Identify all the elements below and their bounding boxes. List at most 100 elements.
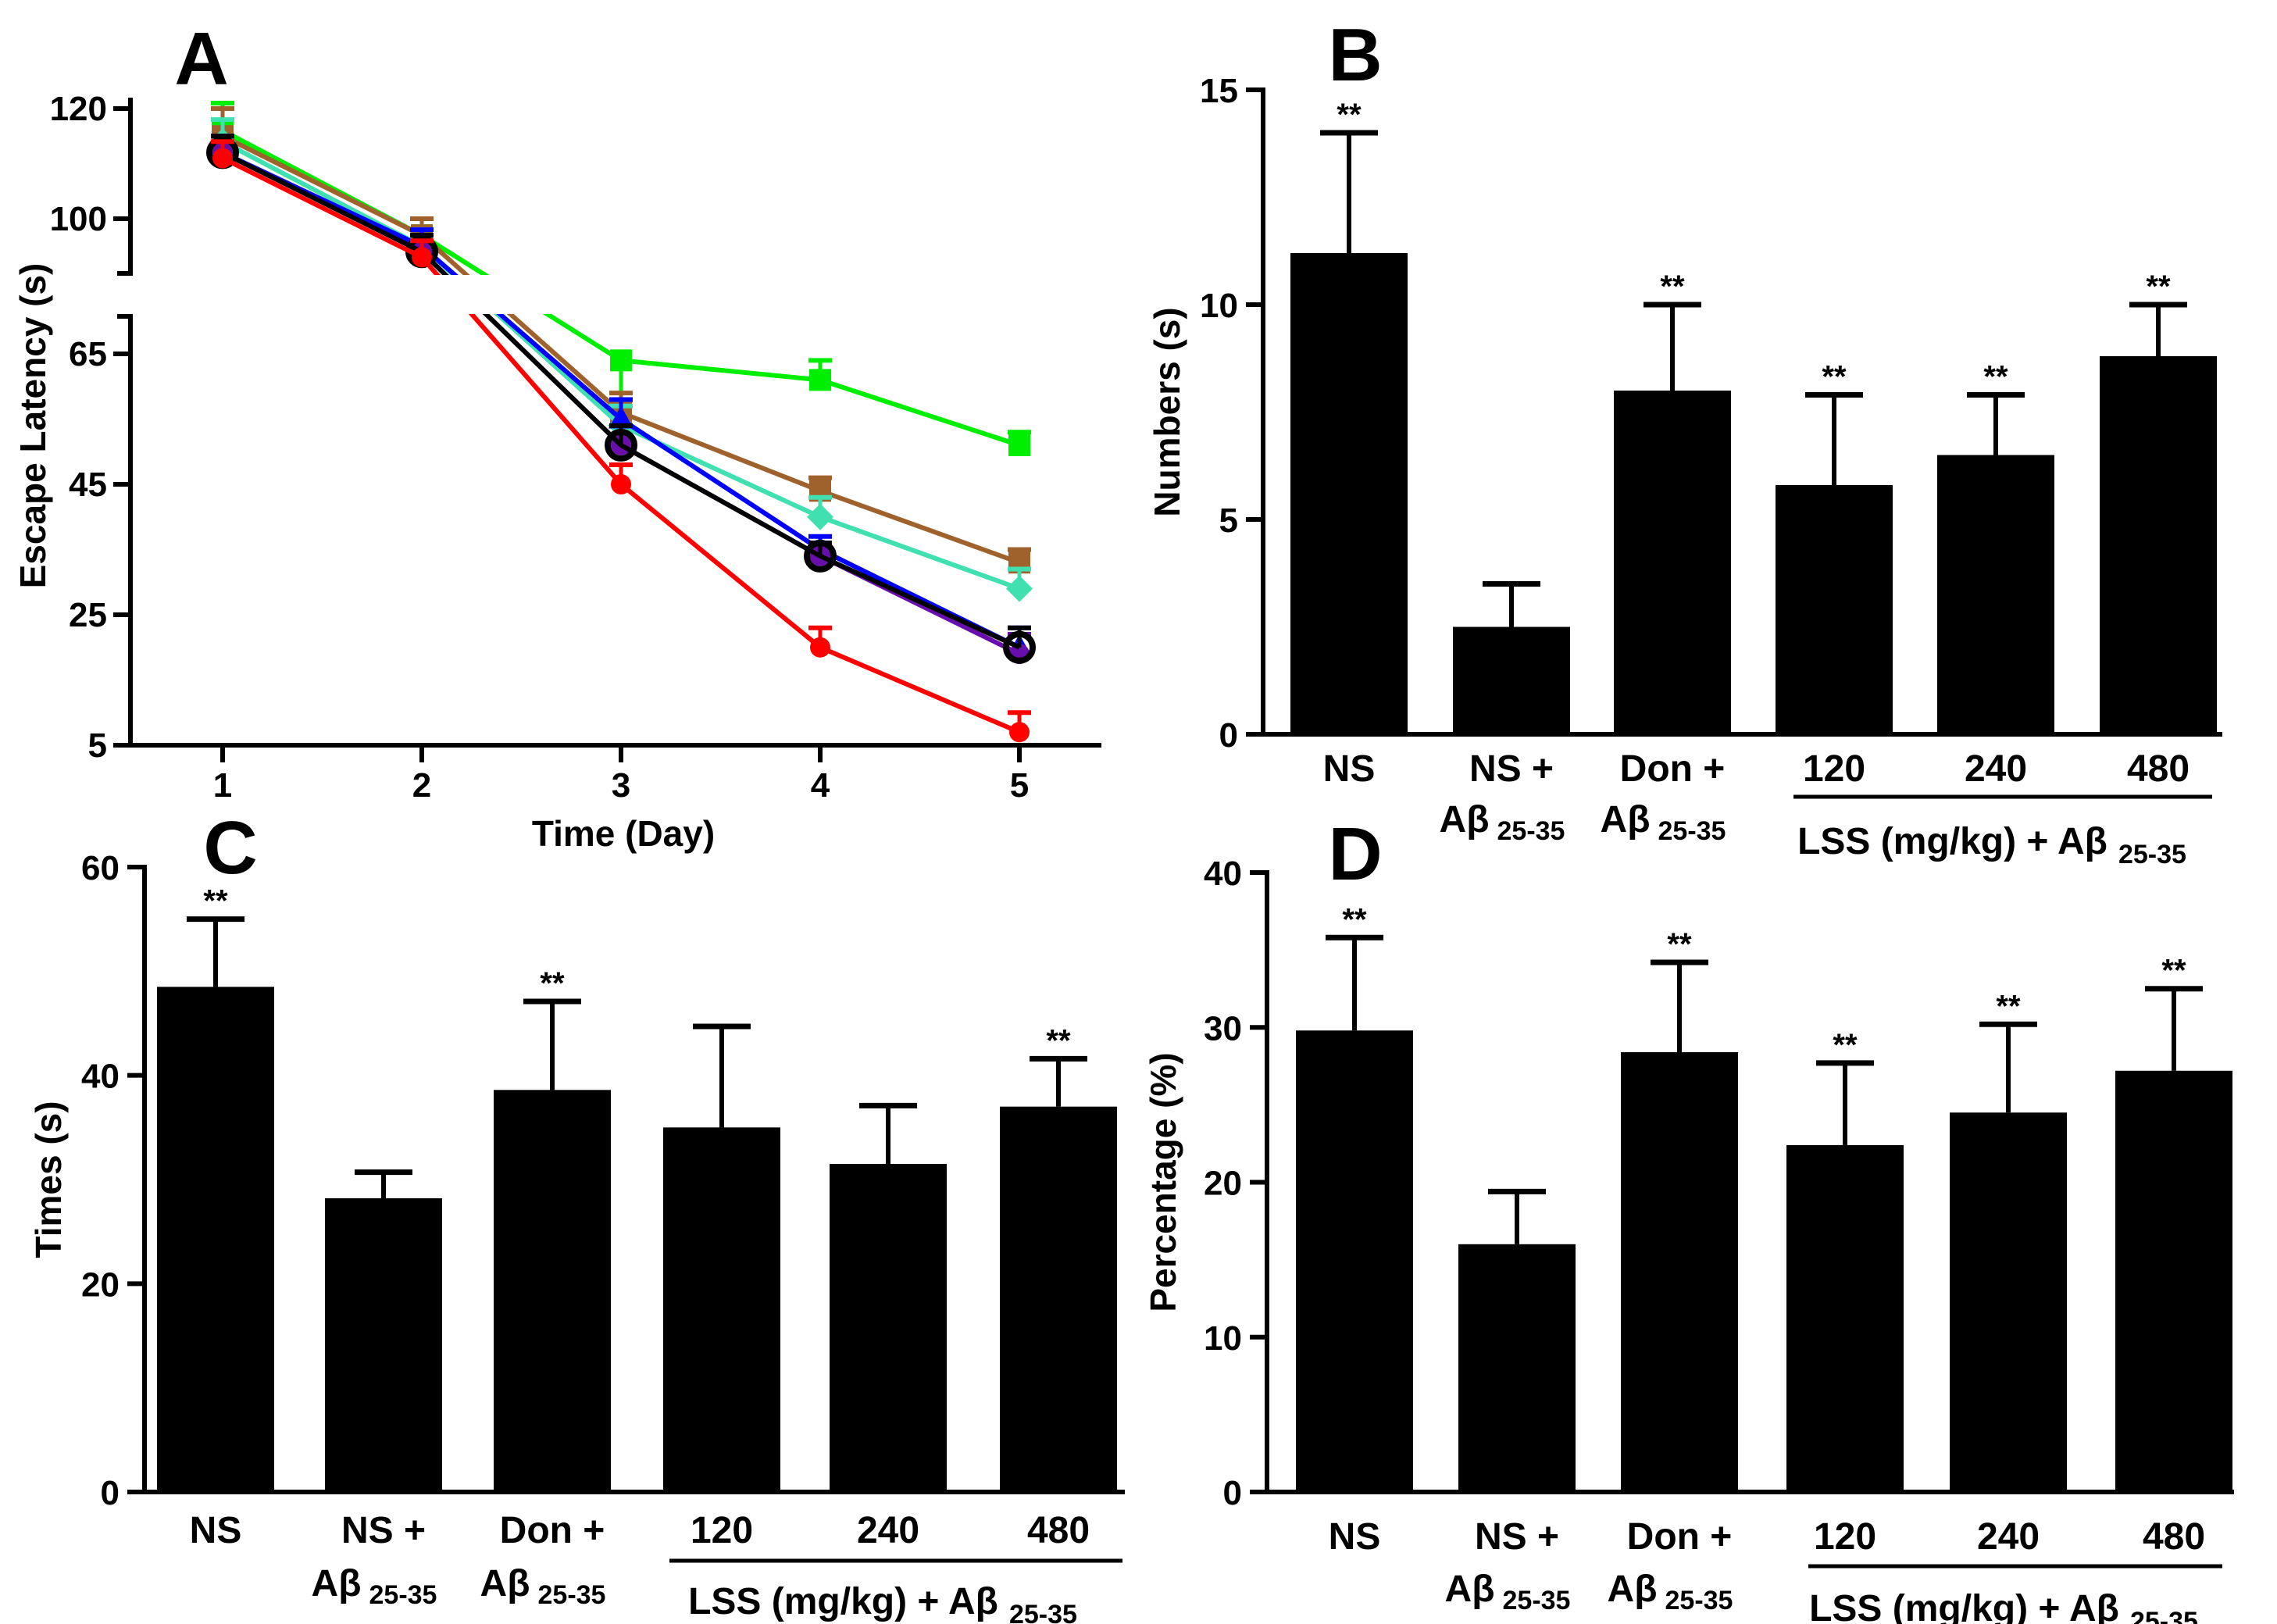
category-sublabel: Aβ 25-35 [1608, 1569, 1733, 1615]
bar [1786, 1144, 1904, 1492]
y-axis-title: Numbers (s) [1147, 307, 1187, 516]
group-label: LSS (mg/kg) + Aβ 25-35 [1797, 821, 2186, 869]
x-tick-label: 4 [811, 766, 830, 805]
significance-marker: ** [203, 884, 228, 919]
panel-letter-d: D [1328, 812, 1382, 896]
bar [494, 1090, 611, 1492]
bar [663, 1127, 780, 1492]
bar [1000, 1106, 1117, 1492]
category-sublabel: Aβ 25-35 [312, 1563, 437, 1610]
data-point [412, 247, 432, 268]
data-point [1003, 630, 1036, 664]
category-label: 480 [1027, 1510, 1090, 1551]
y-tick-label: 5 [88, 726, 107, 765]
y-tick-label: 0 [1223, 1474, 1242, 1512]
bar [1614, 391, 1731, 734]
series-line-brown [221, 134, 1021, 566]
significance-marker: ** [1337, 98, 1362, 132]
bar [157, 987, 274, 1492]
y-tick-label: 60 [81, 849, 120, 887]
y-tick-label: 10 [1204, 1319, 1242, 1358]
y-axis-title: Percentage (%) [1143, 1052, 1183, 1312]
bar [1296, 1030, 1413, 1492]
x-tick-label: 1 [213, 766, 232, 805]
data-point [1006, 575, 1033, 602]
bar [1458, 1244, 1576, 1492]
bar [1950, 1112, 2067, 1492]
y-tick-label: 65 [69, 335, 107, 373]
panel-letter-a: A [174, 17, 228, 101]
data-point [807, 503, 833, 530]
x-tick-label: 5 [1010, 766, 1029, 805]
bar [1776, 485, 1893, 734]
data-point [1008, 434, 1030, 456]
data-point [810, 637, 830, 658]
significance-marker: ** [1983, 360, 2008, 394]
bar [1937, 455, 2054, 734]
panel-b: B 0 5 10 15 Numbers (s) ** NS NS + ** Don + ** 120 **… [1147, 13, 2222, 869]
category-label: Don + [500, 1510, 605, 1551]
significance-marker: ** [1996, 989, 2021, 1023]
x-axis-title: Time (Day) [532, 813, 715, 854]
category-label: NS + [1475, 1516, 1559, 1558]
data-point [1009, 722, 1030, 743]
significance-marker: ** [1822, 360, 1847, 394]
y-tick-label: 120 [50, 90, 107, 128]
category-sublabel: Aβ 25-35 [1445, 1569, 1571, 1615]
category-label: NS [190, 1510, 242, 1551]
bar [1290, 253, 1408, 734]
panel-c: C 0 20 40 60 Times (s) ** NS NS + ** Don + 120 240 **… [28, 806, 1125, 1624]
category-sublabel: Aβ 25-35 [1440, 799, 1565, 846]
y-tick-label: 0 [1219, 716, 1238, 755]
category-label: Don + [1627, 1516, 1733, 1558]
panel-letter-c: C [203, 806, 257, 890]
bar [2100, 356, 2217, 734]
y-tick-label: 40 [81, 1058, 120, 1096]
category-label: NS [1323, 748, 1376, 790]
category-label: 240 [857, 1510, 919, 1551]
group-label: LSS (mg/kg) + Aβ 25-35 [1809, 1588, 2198, 1624]
y-tick-label: 40 [1204, 855, 1242, 893]
category-label: 480 [2127, 748, 2190, 790]
data-point [609, 405, 633, 429]
axis-break-gap [133, 275, 555, 314]
y-tick-label: 30 [1204, 1009, 1242, 1048]
significance-marker: ** [1046, 1023, 1071, 1058]
significance-marker: ** [540, 966, 565, 1001]
significance-marker: ** [2146, 269, 2171, 304]
category-label: 120 [1814, 1516, 1876, 1558]
significance-marker: ** [1660, 269, 1685, 304]
y-tick-label: 20 [81, 1265, 120, 1304]
y-axis-title: Times (s) [28, 1101, 69, 1258]
y-tick-label: 15 [1200, 72, 1238, 110]
category-label: 240 [1965, 748, 2027, 790]
data-point [605, 428, 637, 462]
category-label: 120 [691, 1510, 753, 1551]
y-tick-label: 100 [50, 200, 107, 238]
data-point [610, 349, 632, 372]
x-tick-label: 3 [612, 766, 630, 805]
panel-letter-b: B [1328, 13, 1382, 97]
y-axis-title: Escape Latency (s) [12, 263, 53, 589]
y-tick-label: 10 [1200, 287, 1238, 325]
y-tick-label: 20 [1204, 1165, 1242, 1203]
data-point [804, 539, 837, 573]
category-label: NS + [1469, 748, 1554, 790]
data-point [809, 369, 831, 391]
category-sublabel: Aβ 25-35 [480, 1563, 606, 1610]
bar [830, 1164, 947, 1492]
significance-marker: ** [1667, 927, 1692, 962]
bar [1453, 626, 1570, 734]
y-tick-label: 5 [1219, 501, 1238, 540]
significance-marker: ** [2161, 954, 2186, 988]
group-label: LSS (mg/kg) + Aβ 25-35 [688, 1581, 1077, 1624]
significance-marker: ** [1833, 1028, 1858, 1062]
category-label: Don + [1620, 748, 1726, 790]
category-label: NS + [341, 1510, 426, 1551]
data-point [212, 148, 233, 169]
bar [2115, 1070, 2232, 1492]
significance-marker: ** [1342, 902, 1367, 937]
category-sublabel: Aβ 25-35 [1601, 799, 1726, 846]
